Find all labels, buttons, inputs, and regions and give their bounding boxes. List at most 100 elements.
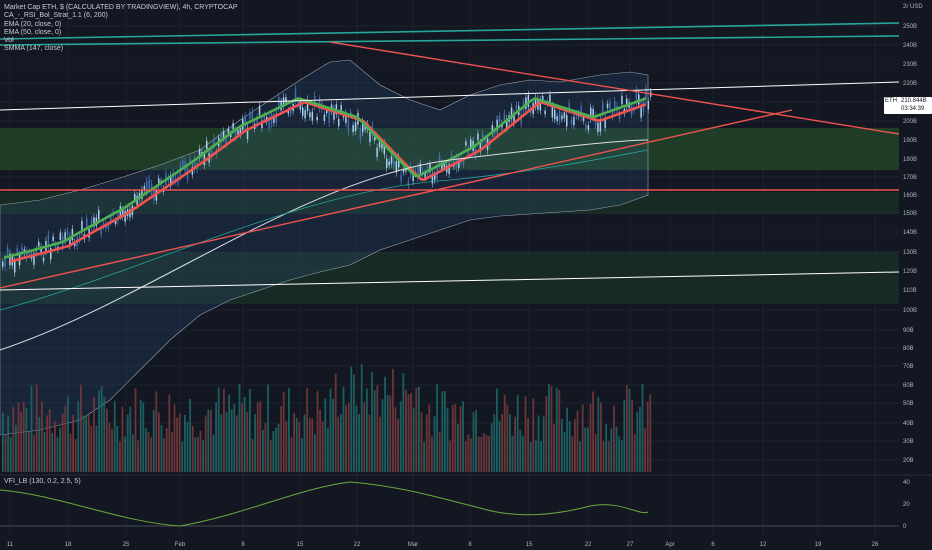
candle-body [230, 133, 232, 137]
candle-body [78, 235, 81, 241]
volume-bar [165, 428, 168, 472]
candle-body [434, 174, 436, 181]
indicator-vol[interactable]: Vol [4, 37, 14, 45]
volume-bar [246, 411, 249, 472]
volume-bar [129, 406, 132, 472]
candle-body [23, 249, 26, 254]
volume-bar [529, 441, 532, 472]
volume-bar [178, 413, 181, 472]
volume-bar [579, 441, 581, 472]
volume-bar [256, 402, 259, 472]
volume-bar [610, 428, 613, 472]
volume-bar [425, 414, 428, 472]
candle-body [294, 88, 297, 101]
indicator-rsi-bol[interactable]: CA_-_RSI_Bol_Strat_1.1 (6, 200) [4, 12, 108, 20]
volume-bar [7, 415, 9, 472]
candle-body [232, 123, 234, 130]
volume-bar [9, 437, 12, 472]
volume-bar [620, 440, 623, 472]
time-axis[interactable]: 11 18 25 Feb 8 15 22 Mar 8 15 22 27 Apr 6 12 19 26 [0, 536, 932, 550]
candle-body [64, 232, 66, 241]
time-tick-label: Apr [665, 542, 674, 548]
volume-bar [38, 416, 41, 472]
volume-bar [428, 404, 431, 472]
volume-bar [106, 408, 108, 472]
volume-bar [535, 440, 537, 472]
volume-bar [438, 431, 441, 472]
volume-bar [423, 441, 425, 472]
volume-bar [264, 423, 267, 472]
indicator-ema20[interactable]: EMA (20, close, 0) [4, 20, 62, 28]
volume-bar [121, 406, 124, 472]
candle-body [256, 117, 258, 125]
candle-body [246, 127, 249, 140]
price-tick-label: 130B [903, 250, 917, 256]
candle-body [527, 95, 530, 107]
volume-bar [321, 421, 324, 472]
volume-bar [56, 437, 59, 472]
candle-body [369, 131, 371, 142]
volume-bar [483, 433, 485, 472]
descending-trendline [329, 41, 900, 135]
volume-bar [124, 436, 126, 472]
candle-body [206, 140, 208, 150]
volume-bar [386, 395, 389, 472]
candle-body [107, 224, 110, 229]
time-tick-label: 8 [468, 542, 472, 548]
candle-body [462, 160, 465, 165]
candle-body [465, 141, 467, 146]
volume-bar [412, 407, 415, 472]
volume-bar [545, 396, 548, 472]
volume-bar [444, 391, 446, 472]
volume-bar [2, 412, 4, 472]
volume-bar [584, 427, 587, 472]
volume-bar [33, 434, 35, 472]
candle-body [69, 236, 71, 246]
volume-bar [293, 412, 295, 472]
indicator-lines [0, 97, 649, 351]
candle-body [4, 258, 6, 268]
candle-body [458, 160, 460, 169]
volume-bar [100, 386, 103, 472]
price-tick-label: 120B [903, 269, 917, 275]
volume-bar [368, 414, 371, 472]
volume-bar [251, 438, 254, 472]
price-tick-label: 180B [903, 157, 917, 163]
volume-bar [306, 387, 308, 472]
indicator-smma[interactable]: SMMA (147, close) [4, 45, 64, 53]
volume-bar [498, 420, 501, 472]
oscillator-title[interactable]: VFI_LB (130, 0.2, 2.5, 5) [4, 478, 81, 485]
volume-bar [280, 406, 282, 472]
volume-bar [20, 412, 22, 472]
volume-bar [87, 414, 90, 472]
volume-bar [236, 415, 238, 472]
price-tick-label: 220B [903, 81, 917, 87]
volume-bar [207, 409, 210, 472]
candle-body [261, 120, 263, 128]
candle-body [635, 90, 638, 102]
volume-bar [441, 391, 444, 472]
candle-body [477, 133, 479, 141]
candle-body [381, 143, 383, 149]
volume-bar [303, 414, 306, 472]
volume-bar [392, 368, 394, 472]
channel-lower [0, 271, 900, 291]
candle-body [311, 111, 314, 121]
price-axis[interactable]: 250B240B230B220B210B200B190B180B170B160B… [903, 24, 917, 464]
chart-title: Market Cap ETH, $ (CALCULATED BY TRADING… [4, 4, 238, 11]
candle-body [304, 110, 306, 119]
candle-body [412, 171, 414, 182]
indicator-ema50[interactable]: EMA (50, close, 0) [4, 28, 62, 36]
last-price-symbol: ETH [885, 98, 897, 104]
volume-bar [243, 396, 246, 472]
candle-body [402, 169, 405, 173]
volume-bar [223, 388, 225, 472]
volume-bar [150, 437, 152, 472]
candle-body [573, 116, 575, 126]
volume-bar [506, 405, 509, 472]
volume-bar [550, 386, 553, 472]
price-tick-label: 100B [903, 308, 917, 314]
candle-body [81, 220, 83, 232]
candle-body [182, 160, 184, 166]
